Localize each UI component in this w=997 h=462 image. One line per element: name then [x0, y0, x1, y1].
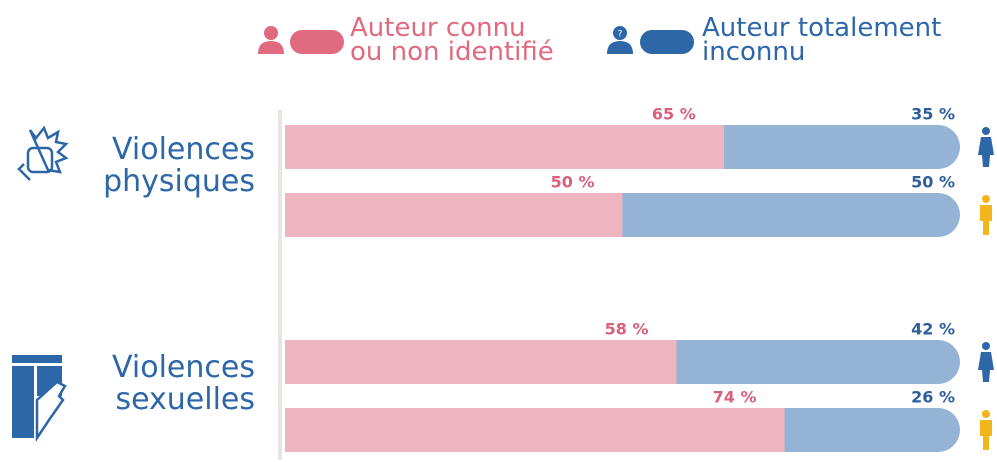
bar-segment: [784, 408, 960, 452]
bar-segment: [676, 340, 960, 384]
legend-icon-unknown: ?: [607, 26, 694, 54]
bar-segment: [622, 193, 960, 237]
fist-icon: [17, 125, 69, 181]
value-label: 58 %: [605, 320, 649, 339]
value-label: 65 %: [652, 105, 696, 124]
svg-text:?: ?: [618, 30, 623, 40]
group-label: Violences sexuelles: [112, 350, 255, 417]
value-label: 50 %: [911, 173, 955, 192]
value-label: 50 %: [551, 173, 595, 192]
legend-label: Auteur totalement inconnu: [702, 13, 941, 67]
man-icon: [980, 410, 992, 450]
woman-icon: [978, 342, 994, 382]
group-label: Violences physiques: [103, 132, 255, 199]
value-label: 42 %: [911, 320, 955, 339]
bar-segment: [285, 193, 623, 237]
bar-segment: [285, 408, 785, 452]
legend-icon-known: [258, 26, 344, 54]
man-icon: [980, 195, 992, 235]
woman-icon: [978, 127, 994, 167]
value-label: 74 %: [713, 388, 757, 407]
bar-segment: [723, 125, 960, 169]
value-label: 35 %: [911, 105, 955, 124]
bar-segment: [285, 125, 724, 169]
value-label: 26 %: [911, 388, 955, 407]
hand-icon: [12, 355, 67, 443]
bar-segment: [285, 340, 677, 384]
legend-label: Auteur connu ou non identifié: [350, 13, 554, 67]
